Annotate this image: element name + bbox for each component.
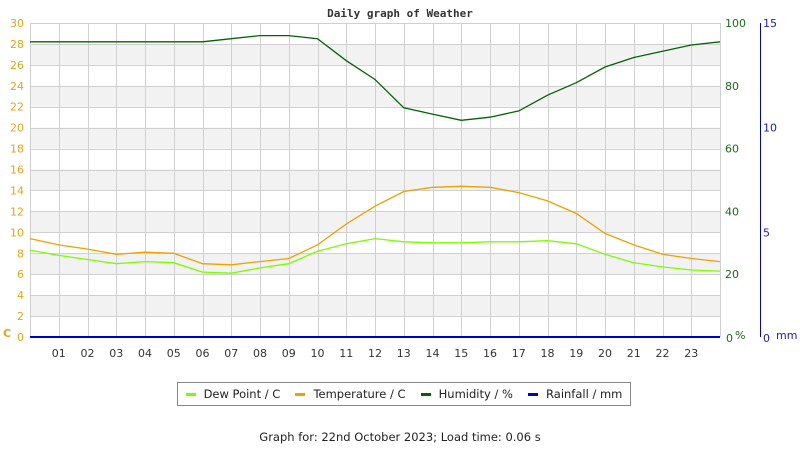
svg-text:0: 0: [763, 332, 770, 345]
svg-text:18: 18: [541, 347, 555, 360]
svg-text:07: 07: [224, 347, 238, 360]
plot-series: [29, 34, 721, 338]
svg-text:16: 16: [483, 347, 497, 360]
svg-text:100: 100: [725, 17, 746, 30]
humidity-line: [30, 34, 721, 121]
dew-point-swatch-icon: [185, 392, 196, 396]
svg-text:04: 04: [138, 347, 152, 360]
svg-text:09: 09: [282, 347, 296, 360]
svg-text:18: 18: [10, 143, 24, 156]
legend-item-humidity: Humidity / %: [420, 387, 513, 401]
svg-text:16: 16: [10, 164, 24, 177]
hour-axis: 01 02 03 04 05 06 07 08 09 10 11 12 13 14 15 16 17 18 19 20…: [52, 347, 699, 360]
svg-text:20: 20: [598, 347, 612, 360]
svg-text:13: 13: [397, 347, 411, 360]
svg-text:06: 06: [196, 347, 210, 360]
svg-text:19: 19: [569, 347, 583, 360]
svg-text:4: 4: [17, 289, 24, 302]
svg-text:10: 10: [763, 122, 777, 135]
svg-text:60: 60: [725, 143, 739, 156]
legend-item-temperature: Temperature / C: [295, 387, 406, 401]
legend-item-rainfall: Rainfall / mm: [528, 387, 622, 401]
legend-label: Humidity / %: [438, 387, 513, 401]
svg-text:22: 22: [10, 101, 24, 114]
svg-text:2: 2: [17, 310, 24, 323]
legend-item-dew-point: Dew Point / C: [185, 387, 281, 401]
svg-text:03: 03: [109, 347, 123, 360]
svg-text:80: 80: [725, 80, 739, 93]
svg-text:8: 8: [17, 247, 24, 260]
humidity-unit-label: %: [735, 329, 745, 342]
rainfall-swatch-icon: [528, 392, 539, 396]
svg-text:01: 01: [52, 347, 66, 360]
svg-text:14: 14: [426, 347, 440, 360]
legend-label: Rainfall / mm: [546, 387, 623, 401]
humidity-swatch-icon: [420, 392, 431, 396]
svg-text:23: 23: [684, 347, 698, 360]
svg-text:21: 21: [627, 347, 641, 360]
svg-text:02: 02: [81, 347, 95, 360]
svg-text:20: 20: [10, 122, 24, 135]
svg-text:10: 10: [311, 347, 325, 360]
svg-text:26: 26: [10, 59, 24, 72]
svg-text:15: 15: [454, 347, 468, 360]
legend-label: Temperature / C: [313, 387, 406, 401]
svg-text:10: 10: [10, 226, 24, 239]
dew-line: [29, 237, 721, 274]
graph-footer: Graph for: 22nd October 2023; Load time:…: [259, 430, 541, 444]
humidity-axis: 0 20 40 60 80 100: [725, 17, 746, 345]
svg-text:20: 20: [725, 268, 739, 281]
svg-text:40: 40: [725, 205, 739, 218]
chart-legend: Dew Point / C Temperature / C Humidity /…: [177, 382, 631, 406]
svg-text:17: 17: [512, 347, 526, 360]
legend-label: Dew Point / C: [203, 387, 281, 401]
svg-text:0: 0: [726, 332, 733, 345]
temperature-line: [29, 185, 721, 266]
svg-text:11: 11: [339, 347, 353, 360]
svg-text:28: 28: [10, 38, 24, 51]
svg-text:15: 15: [763, 17, 777, 30]
svg-text:22: 22: [656, 347, 670, 360]
chart-title: Daily graph of Weather: [327, 7, 473, 20]
svg-text:24: 24: [10, 80, 24, 93]
temperature-swatch-icon: [295, 392, 306, 396]
svg-text:0: 0: [17, 331, 24, 344]
rainfall-axis: 0 5 10 15: [760, 17, 777, 345]
svg-text:12: 12: [10, 205, 24, 218]
weather-chart: Daily graph of Weather 02468101214161820…: [3, 7, 797, 360]
svg-text:6: 6: [17, 268, 24, 281]
svg-text:05: 05: [167, 347, 181, 360]
svg-text:5: 5: [763, 226, 770, 239]
rainfall-unit-label: mm: [776, 329, 797, 342]
svg-text:12: 12: [368, 347, 382, 360]
svg-text:08: 08: [253, 347, 267, 360]
temperature-unit-label: C: [3, 327, 11, 340]
svg-text:14: 14: [10, 184, 24, 197]
svg-text:30: 30: [10, 17, 24, 30]
